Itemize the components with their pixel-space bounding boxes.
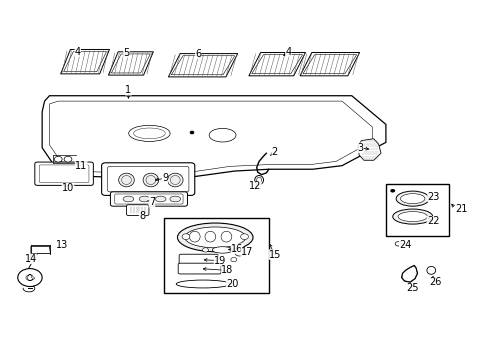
Polygon shape: [42, 96, 385, 178]
Ellipse shape: [221, 231, 231, 242]
Circle shape: [54, 156, 62, 162]
Circle shape: [234, 249, 244, 256]
Text: 18: 18: [221, 265, 233, 275]
Text: 3: 3: [357, 143, 363, 153]
Text: 9: 9: [162, 173, 168, 183]
Text: 25: 25: [406, 283, 418, 293]
Text: 17: 17: [240, 247, 253, 257]
Polygon shape: [31, 246, 50, 253]
Bar: [385, 184, 448, 235]
Polygon shape: [61, 49, 109, 74]
FancyBboxPatch shape: [178, 263, 221, 274]
Ellipse shape: [169, 196, 180, 202]
Ellipse shape: [176, 280, 229, 288]
Ellipse shape: [212, 247, 232, 253]
Polygon shape: [300, 53, 359, 76]
Text: 13: 13: [56, 240, 68, 250]
Ellipse shape: [400, 194, 424, 204]
Ellipse shape: [155, 196, 165, 202]
Text: 8: 8: [139, 211, 145, 221]
Ellipse shape: [395, 191, 428, 206]
Polygon shape: [111, 54, 150, 73]
Text: 14: 14: [25, 254, 37, 264]
Ellipse shape: [119, 173, 134, 187]
Circle shape: [202, 248, 208, 252]
FancyBboxPatch shape: [102, 163, 194, 195]
Circle shape: [230, 257, 236, 262]
Text: 5: 5: [123, 48, 129, 58]
Circle shape: [240, 234, 248, 239]
Polygon shape: [251, 55, 302, 74]
Circle shape: [389, 189, 394, 193]
FancyBboxPatch shape: [35, 162, 93, 185]
Polygon shape: [171, 56, 234, 75]
Ellipse shape: [426, 266, 435, 274]
Text: 16: 16: [231, 244, 243, 254]
Text: 21: 21: [455, 204, 467, 214]
Ellipse shape: [254, 176, 263, 184]
Ellipse shape: [128, 125, 170, 141]
Text: 23: 23: [427, 192, 439, 202]
Text: 10: 10: [62, 183, 74, 193]
Text: 6: 6: [195, 49, 201, 59]
Text: 4: 4: [285, 46, 291, 57]
FancyBboxPatch shape: [126, 205, 149, 216]
Polygon shape: [357, 139, 380, 160]
Circle shape: [394, 242, 400, 246]
Circle shape: [64, 156, 72, 162]
Polygon shape: [108, 52, 153, 75]
Ellipse shape: [139, 196, 150, 202]
Polygon shape: [303, 55, 356, 74]
Ellipse shape: [397, 212, 427, 222]
Ellipse shape: [204, 231, 215, 242]
FancyBboxPatch shape: [179, 254, 218, 265]
Ellipse shape: [209, 129, 236, 142]
Ellipse shape: [177, 223, 252, 252]
Text: 20: 20: [225, 279, 238, 289]
Ellipse shape: [392, 209, 432, 224]
Polygon shape: [248, 53, 305, 76]
Text: 4: 4: [75, 46, 81, 57]
Polygon shape: [401, 265, 417, 282]
Ellipse shape: [167, 173, 183, 187]
Ellipse shape: [189, 231, 200, 242]
Text: 7: 7: [148, 197, 155, 207]
Text: 1: 1: [125, 85, 131, 95]
Text: 22: 22: [426, 216, 439, 226]
Polygon shape: [168, 54, 237, 77]
Text: 15: 15: [268, 249, 280, 260]
Circle shape: [182, 234, 189, 239]
Ellipse shape: [184, 227, 245, 248]
FancyBboxPatch shape: [110, 192, 187, 206]
Bar: [163, 218, 268, 293]
Text: 26: 26: [428, 277, 441, 287]
Text: 24: 24: [398, 239, 411, 249]
Ellipse shape: [143, 173, 158, 187]
Text: 11: 11: [75, 161, 87, 171]
Polygon shape: [63, 51, 106, 72]
Text: 2: 2: [271, 147, 277, 157]
Ellipse shape: [123, 196, 134, 202]
Text: 19: 19: [214, 256, 226, 266]
Circle shape: [18, 269, 42, 287]
Text: 12: 12: [248, 181, 261, 192]
